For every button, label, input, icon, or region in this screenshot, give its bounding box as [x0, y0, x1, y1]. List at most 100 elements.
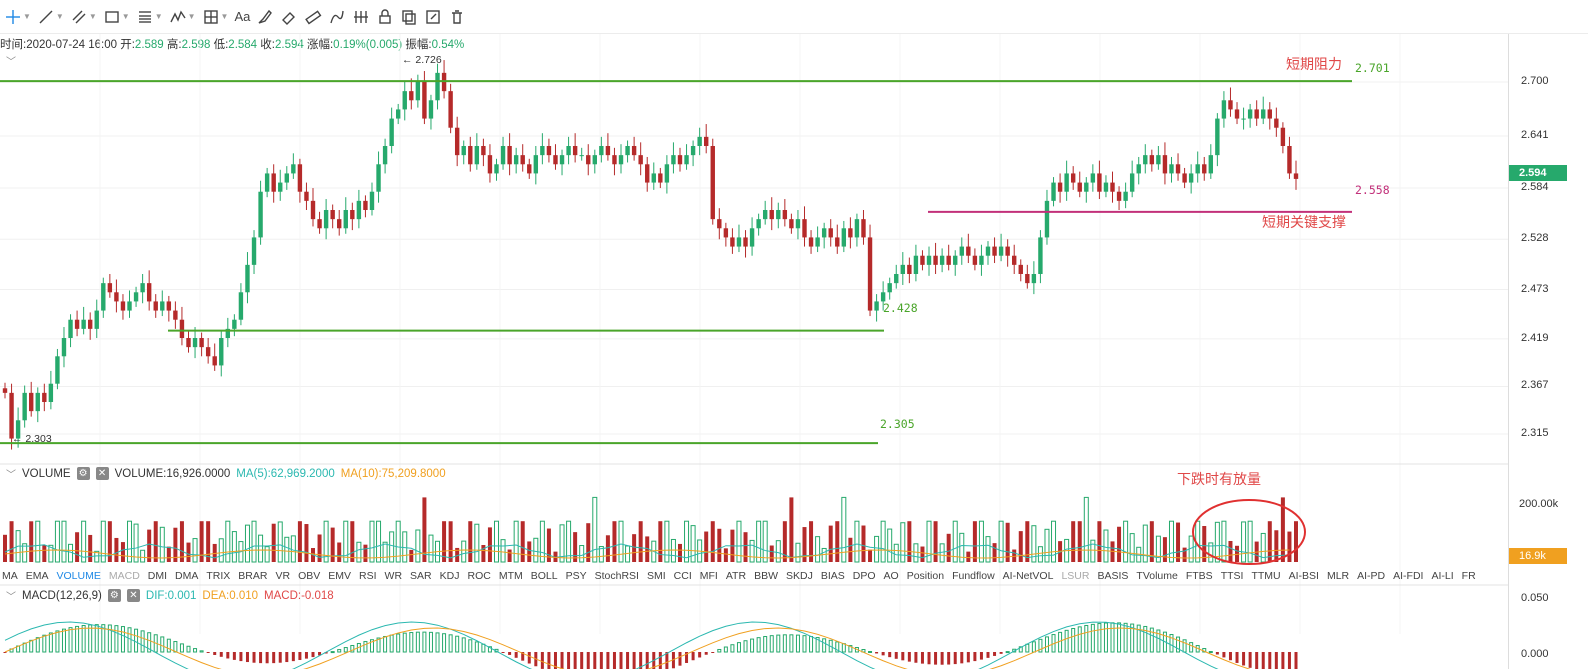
- indicator-tab-emv[interactable]: EMV: [328, 570, 352, 582]
- indicator-tab-mlr[interactable]: MLR: [1326, 570, 1350, 582]
- indicator-tab-ai-fdi[interactable]: AI-FDI: [1393, 570, 1424, 582]
- indicator-tab-position[interactable]: Position: [906, 570, 945, 582]
- brush-tool[interactable]: [256, 4, 274, 30]
- wave-tool[interactable]: ▼: [169, 4, 196, 30]
- indicator-tab-psy[interactable]: PSY: [565, 570, 587, 582]
- indicator-tab-ttsi[interactable]: TTSI: [1220, 570, 1244, 582]
- candle-body: [461, 146, 466, 156]
- indicator-tab-ai-bsi[interactable]: AI-BSI: [1288, 570, 1319, 582]
- indicator-tab-mfi[interactable]: MFI: [699, 570, 718, 582]
- indicator-tab-fr[interactable]: FR: [1461, 570, 1476, 582]
- indicator-tab-sar[interactable]: SAR: [410, 570, 432, 582]
- fib-tool[interactable]: ▼: [136, 4, 163, 30]
- brush-icon: [258, 9, 273, 24]
- indicator-tab-wr[interactable]: WR: [384, 570, 403, 582]
- indicator-tab-ttmu[interactable]: TTMU: [1251, 570, 1281, 582]
- eraser-tool[interactable]: [280, 4, 298, 30]
- indicator-tab-atr[interactable]: ATR: [725, 570, 747, 582]
- candle-body: [87, 319, 93, 329]
- indicator-tab-ai-li[interactable]: AI-LI: [1431, 570, 1454, 582]
- indicator-tab-smi[interactable]: SMI: [646, 570, 666, 582]
- indicator-tab-dma[interactable]: DMA: [175, 570, 199, 582]
- indicator-tab-fundflow[interactable]: Fundflow: [952, 570, 995, 582]
- volume-bar: [809, 521, 814, 562]
- volume-settings-icon[interactable]: ⚙: [76, 467, 90, 480]
- macd-bar: [311, 652, 315, 658]
- macd-bar: [1077, 626, 1082, 653]
- candle-body: [1136, 164, 1141, 174]
- volume-bar: [645, 536, 650, 562]
- indicator-tab-bias[interactable]: BIAS: [820, 570, 845, 582]
- indicator-tab-macd[interactable]: MACD: [108, 570, 140, 582]
- crosshair-tool[interactable]: ▼: [4, 4, 31, 30]
- macd-name: MACD(12,26,9): [22, 589, 102, 602]
- macd-bar: [795, 634, 800, 653]
- change-label: 涨幅:: [306, 39, 334, 51]
- indicator-tab-vr[interactable]: VR: [275, 570, 291, 582]
- indicator-tab-lsur[interactable]: LSUR: [1061, 570, 1090, 582]
- indicator-tab-dpo[interactable]: DPO: [852, 570, 876, 582]
- price-axis-label: 2.700: [1521, 75, 1549, 87]
- volume-close-icon[interactable]: ✕: [95, 467, 109, 480]
- text-tool[interactable]: Aa: [234, 4, 250, 30]
- indicator-tab-ao[interactable]: AO: [883, 570, 899, 582]
- indicator-tab-tvolume[interactable]: TVolume: [1136, 570, 1178, 582]
- candle-body: [723, 228, 729, 238]
- macd-bar: [802, 635, 807, 653]
- indicator-tab-trix[interactable]: TRIX: [206, 570, 231, 582]
- lock-tool[interactable]: [376, 4, 394, 30]
- candle-body: [1038, 237, 1043, 274]
- indicator-tool[interactable]: [352, 4, 370, 30]
- volume-bar: [343, 520, 349, 563]
- rectangle-tool[interactable]: ▼: [103, 4, 130, 30]
- volume-ma5: MA(5):62,969.2000: [236, 467, 335, 480]
- multi-line-tool[interactable]: ▼: [70, 4, 97, 30]
- indicator-tab-ai-netvol[interactable]: AI-NetVOL: [1002, 570, 1054, 582]
- candle-body: [1241, 118, 1246, 120]
- candle-body: [1182, 173, 1187, 183]
- indicator-tab-volume[interactable]: VOLUME: [56, 570, 101, 582]
- macd-bar: [514, 652, 518, 658]
- measure-tool[interactable]: ▼: [202, 4, 228, 30]
- indicator-tab-brar[interactable]: BRAR: [238, 570, 268, 582]
- pattern-tool[interactable]: [328, 4, 346, 30]
- collapse-volume-chevron-icon[interactable]: ﹀: [6, 470, 16, 481]
- candle-body: [120, 301, 126, 311]
- macd-close-icon[interactable]: ✕: [126, 589, 140, 602]
- edit-tool[interactable]: [424, 4, 442, 30]
- indicator-tab-kdj[interactable]: KDJ: [439, 570, 460, 582]
- delete-tool[interactable]: [448, 4, 466, 30]
- indicator-tab-basis[interactable]: BASIS: [1097, 570, 1129, 582]
- high-marker: ← 2.726: [402, 54, 442, 66]
- candle-body: [1044, 200, 1050, 238]
- candle-body: [481, 146, 486, 156]
- indicator-tab-stochrsi[interactable]: StochRSI: [594, 570, 639, 582]
- indicator-tab-rsi[interactable]: RSI: [359, 570, 377, 582]
- ruler-tool[interactable]: [304, 4, 322, 30]
- indicator-tab-roc[interactable]: ROC: [467, 570, 491, 582]
- indicator-tab-obv[interactable]: OBV: [298, 570, 321, 582]
- indicator-tab-ftbs[interactable]: FTBS: [1185, 570, 1213, 582]
- indicator-tab-ma[interactable]: MA: [2, 570, 18, 582]
- time-label: 时间:: [0, 39, 27, 51]
- indicator-tab-boll[interactable]: BOLL: [530, 570, 558, 582]
- indicator-tab-ai-pd[interactable]: AI-PD: [1357, 570, 1386, 582]
- indicator-tab-bbw[interactable]: BBW: [754, 570, 778, 582]
- volume-bar: [1202, 525, 1207, 562]
- copy-tool[interactable]: [400, 4, 418, 30]
- indicator-tab-skdj[interactable]: SKDJ: [785, 570, 813, 582]
- macd-settings-icon[interactable]: ⚙: [107, 589, 121, 602]
- collapse-chevron-icon[interactable]: ﹀: [6, 57, 16, 68]
- indicator-tab-mtm[interactable]: MTM: [498, 570, 523, 582]
- collapse-macd-chevron-icon[interactable]: ﹀: [6, 592, 16, 603]
- macd-bar: [199, 650, 204, 653]
- indicator-tab-dmi[interactable]: DMI: [147, 570, 168, 582]
- volume-bar: [461, 540, 467, 563]
- indicator-tab-ema[interactable]: EMA: [25, 570, 49, 582]
- candle-body: [1012, 255, 1017, 265]
- text-icon: Aa: [234, 9, 251, 24]
- indicator-tab-cci[interactable]: CCI: [673, 570, 692, 582]
- volume-bar: [900, 522, 906, 563]
- volume-bar: [1103, 529, 1109, 563]
- trend-line-tool[interactable]: ▼: [37, 4, 64, 30]
